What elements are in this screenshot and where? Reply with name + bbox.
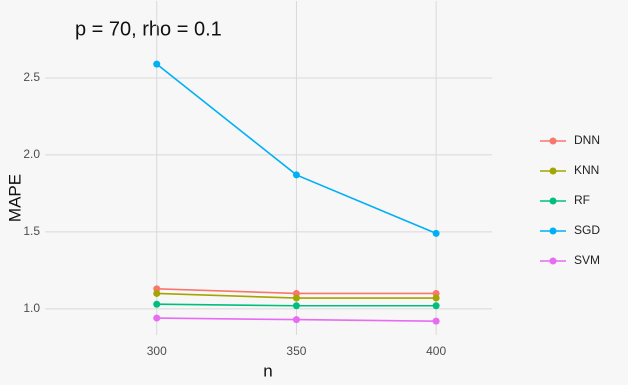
data-point	[432, 294, 440, 302]
y-tick-label: 1.0	[23, 301, 40, 315]
x-axis-label: n	[263, 361, 272, 380]
data-point	[153, 300, 161, 308]
chart-title: p = 70, rho = 0.1	[75, 18, 222, 40]
legend-marker	[549, 257, 557, 265]
data-point	[292, 294, 300, 302]
data-point	[153, 289, 161, 297]
data-point	[432, 302, 440, 310]
y-tick-label: 2.5	[23, 70, 40, 84]
legend-label: DNN	[574, 133, 600, 147]
legend-marker	[549, 197, 557, 205]
legend-marker	[549, 137, 557, 145]
data-point	[432, 317, 440, 325]
legend-label: RF	[574, 193, 590, 207]
data-point	[153, 314, 161, 322]
x-tick-label: 400	[426, 344, 446, 358]
x-tick-label: 300	[147, 344, 167, 358]
legend-marker	[549, 227, 557, 235]
data-point	[292, 302, 300, 310]
data-point	[292, 316, 300, 324]
legend-label: SGD	[574, 223, 600, 237]
data-point	[292, 171, 300, 179]
legend-label: KNN	[574, 163, 599, 177]
data-point	[153, 60, 161, 68]
x-tick-label: 350	[286, 344, 306, 358]
legend-marker	[549, 167, 557, 175]
y-tick-label: 1.5	[23, 224, 40, 238]
y-axis-label: MAPE	[5, 174, 24, 222]
legend-label: SVM	[574, 253, 600, 267]
y-tick-label: 2.0	[23, 147, 40, 161]
data-point	[432, 229, 440, 237]
